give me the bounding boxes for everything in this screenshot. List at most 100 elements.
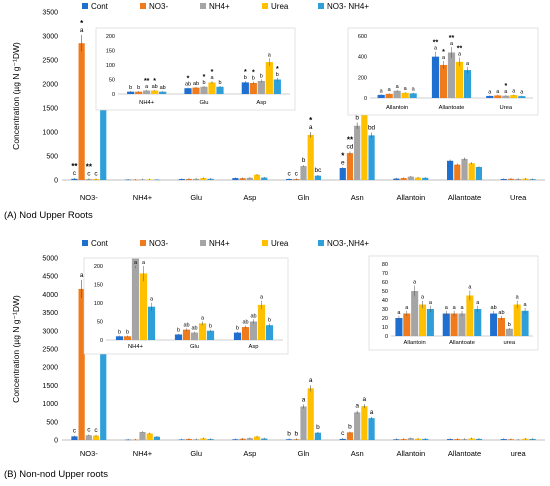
- inset-significance-star: *: [442, 49, 445, 56]
- bar-Asn-Cont: [339, 168, 346, 180]
- inset-bar-Allantoate: [450, 313, 458, 336]
- inset-bar-NH4+: [115, 336, 124, 340]
- inset-y-tick-label: 60: [382, 280, 388, 286]
- inset-significance-letter: a: [460, 305, 464, 311]
- inset-significance-letter: ab: [183, 322, 189, 328]
- inset-bar-Allantoin: [393, 90, 401, 98]
- inset-bar-urea: [497, 318, 505, 336]
- bar-Allantoate-Cont: [447, 160, 454, 180]
- y-tick-label: 3000: [42, 328, 58, 335]
- inset-significance-star: *: [211, 69, 214, 76]
- bar-NH4+-Urea: [146, 433, 153, 440]
- inset-significance-letter: a: [496, 89, 500, 95]
- inset-bar-Glu: [190, 332, 199, 340]
- legend-swatch: [262, 240, 268, 246]
- inset-significance-letter: b: [129, 85, 132, 91]
- inset-significance-letter: a: [396, 84, 400, 90]
- bar-Asp-Urea: [253, 436, 261, 440]
- inset-significance-letter: a: [520, 90, 524, 96]
- inset-x-tick-label: Allantoin: [386, 105, 408, 111]
- x-tick-label: NO3-: [80, 449, 98, 458]
- inset-bar-Asp: [265, 62, 273, 94]
- inset-bar-Allantoin: [377, 94, 385, 98]
- bar-Asp-NH4+: [246, 177, 253, 180]
- significance-letter: c: [295, 170, 299, 177]
- significance-letter: b: [355, 115, 359, 122]
- inset-significance-letter: b: [508, 322, 511, 328]
- y-tick-label: 3000: [42, 34, 58, 41]
- inset-y-tick-label: 150: [94, 283, 103, 289]
- inset-bar-Asp: [233, 332, 242, 340]
- inset-significance-letter: a: [453, 305, 457, 311]
- inset-bar-Allantoate: [439, 64, 448, 98]
- significance-letter: b: [294, 431, 298, 438]
- bar-NO3--NO3-: [78, 288, 85, 440]
- inset-significance-letter: ab: [250, 313, 256, 319]
- inset-bar-Glu: [192, 87, 200, 94]
- inset-significance-letter: a: [516, 295, 520, 301]
- inset-bar-urea: [490, 313, 498, 336]
- inset-significance-star: *: [504, 83, 507, 90]
- inset-y-tick-label: 10: [382, 325, 388, 331]
- bar-Allantoin-Cont: [393, 178, 400, 180]
- inset-bar-Glu: [174, 334, 183, 340]
- inset-bar-NH4+: [127, 91, 135, 94]
- inset-significance-letter: a: [512, 88, 516, 94]
- inset-significance-letter: b: [209, 324, 212, 330]
- significance-letter: a: [309, 124, 313, 131]
- bar-Asn-NO3- NH4+: [368, 135, 375, 180]
- bar-Allantoate-NH4+: [461, 158, 468, 180]
- inset-significance-letter: a: [145, 84, 149, 90]
- inset-frame: [95, 27, 296, 111]
- inset-significance-letter: b: [244, 75, 247, 81]
- x-tick-label: NO3-: [80, 193, 98, 202]
- inset-bar-Glu: [206, 330, 215, 340]
- legend-label: Urea: [271, 239, 289, 248]
- inset-bar-Allantoate: [455, 61, 464, 98]
- inset-x-tick-label: Allantoate: [449, 340, 475, 346]
- bar-Asn-NO3-: [346, 432, 354, 440]
- y-tick-label: 500: [46, 419, 58, 426]
- bar-NO3--Urea: [92, 435, 100, 440]
- inset-significance-letter: a: [380, 88, 384, 94]
- inset-significance-letter: a: [397, 310, 401, 316]
- inset-bar-Allantoate: [431, 56, 440, 98]
- inset-bar-Asp: [241, 327, 250, 340]
- inset-significance-letter: a: [504, 89, 508, 95]
- inset-significance-letter: a: [421, 295, 425, 301]
- inset-bar-Asp: [273, 79, 281, 94]
- bar-Gln-NO3- NH4+: [314, 175, 321, 180]
- inset-bar-Glu: [216, 86, 224, 94]
- bar-Allantoate-Urea: [468, 438, 475, 440]
- significance-letter: cd: [347, 144, 354, 151]
- inset-significance-letter: b: [268, 317, 271, 323]
- inset-y-tick-label: 400: [358, 55, 367, 61]
- inset-significance-letter: b: [126, 330, 129, 336]
- inset-x-tick-label: Allantoate: [439, 105, 465, 111]
- inset-bar-Allantoin: [385, 93, 393, 98]
- x-tick-label: Allantoin: [396, 193, 425, 202]
- y-tick-label: 1000: [42, 130, 58, 137]
- inset-bar-Allantoin: [395, 318, 403, 336]
- inset-bar-Urea: [486, 95, 494, 98]
- y-tick-label: 2500: [42, 347, 58, 354]
- inset-significance-star: *: [252, 70, 255, 77]
- inset-y-tick-label: 40: [382, 298, 388, 304]
- inset-significance-letter: a: [210, 75, 214, 81]
- inset-bar-Asp: [241, 82, 249, 94]
- significance-star: **: [71, 162, 78, 171]
- x-tick-label: Urea: [510, 193, 527, 202]
- inset-significance-letter: a: [445, 305, 449, 311]
- x-tick-label: urea: [511, 449, 527, 458]
- y-tick-label: 3500: [42, 10, 58, 17]
- chart-panel-B: Cont NO3- NH4+ Urea NO3-,NH4+050010001500200…: [4, 239, 545, 480]
- inset-y-tick-label: 0: [364, 96, 367, 102]
- legend-swatch: [200, 3, 206, 9]
- y-axis: 0 500 1000 1500 2000 2500 3000 3500 4000 4500 5000: [42, 256, 58, 445]
- significance-letter: c: [73, 428, 77, 435]
